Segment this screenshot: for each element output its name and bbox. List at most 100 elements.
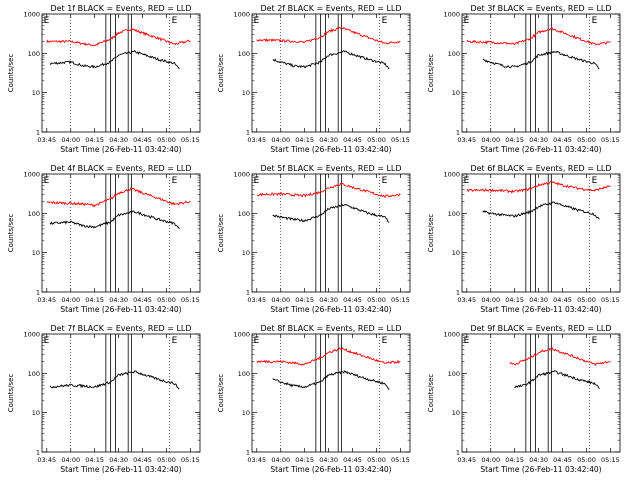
x-axis-label: Start Time (26-Feb-11 03:42:40) — [60, 305, 181, 314]
x-tick-label: 05:00 — [367, 296, 386, 304]
x-tick-label: 05:15 — [391, 296, 410, 304]
x-axis-label: Start Time (26-Feb-11 03:42:40) — [60, 145, 181, 154]
series-line-1 — [466, 180, 611, 194]
x-tick-label: 04:00 — [271, 296, 290, 304]
x-tick-label: 05:15 — [181, 456, 200, 464]
x-tick-label: 03:45 — [457, 296, 476, 304]
y-tick-label: 1 — [246, 289, 250, 297]
annotation-label: E — [254, 336, 260, 346]
series-line-1 — [46, 27, 191, 47]
annotation-label: E — [382, 336, 388, 346]
panel-title: Det 7f BLACK = Events, RED = LLD — [50, 324, 191, 333]
plot-frame — [461, 13, 621, 133]
y-tick-label: 1 — [36, 289, 40, 297]
x-tick-label: 04:00 — [271, 456, 290, 464]
plot-frame — [251, 333, 411, 453]
x-tick-label: 05:00 — [577, 296, 596, 304]
x-tick-label: 05:00 — [157, 456, 176, 464]
y-tick-label: 1000 — [443, 331, 460, 339]
x-tick-label: 04:00 — [481, 296, 500, 304]
y-tick-label: 100 — [28, 210, 40, 218]
y-axis-label: Counts/sec — [427, 54, 435, 93]
y-tick-label: 1000 — [23, 11, 40, 19]
annotation-label: E — [44, 16, 50, 26]
x-tick-label: 04:00 — [61, 456, 80, 464]
x-tick-label: 04:45 — [553, 296, 572, 304]
x-tick-label: 04:45 — [343, 296, 362, 304]
plot-frame — [41, 173, 201, 293]
x-tick-label: 04:00 — [271, 136, 290, 144]
panel-title: Det 9f BLACK = Events, RED = LLD — [470, 324, 611, 333]
y-tick-label: 100 — [28, 50, 40, 58]
panel-title: Det 8f BLACK = Events, RED = LLD — [260, 324, 401, 333]
x-axis-label: Start Time (26-Feb-11 03:42:40) — [480, 465, 601, 474]
panel-9: Det 9f BLACK = Events, RED = LLD Counts/s… — [427, 324, 621, 474]
y-tick-label: 1 — [456, 449, 460, 457]
plot-frame — [41, 333, 201, 453]
x-tick-label: 05:00 — [577, 456, 596, 464]
x-tick-label: 03:45 — [457, 136, 476, 144]
y-tick-label: 10 — [32, 409, 40, 417]
panel-7: Det 7f BLACK = Events, RED = LLD Counts/s… — [7, 324, 201, 474]
x-tick-label: 04:45 — [553, 136, 572, 144]
x-tick-label: 03:45 — [37, 296, 56, 304]
y-tick-label: 1 — [36, 129, 40, 137]
series-line-1 — [256, 347, 401, 366]
panel-title: Det 4f BLACK = Events, RED = LLD — [50, 164, 191, 173]
y-tick-label: 100 — [238, 50, 250, 58]
y-tick-label: 1 — [36, 449, 40, 457]
x-tick-label: 04:30 — [109, 456, 128, 464]
x-tick-label: 05:00 — [367, 136, 386, 144]
annotation-label: E — [592, 336, 598, 346]
panel-title: Det 2f BLACK = Events, RED = LLD — [260, 4, 401, 13]
y-tick-label: 100 — [238, 370, 250, 378]
x-tick-label: 04:30 — [529, 136, 548, 144]
y-axis-label: Counts/sec — [427, 374, 435, 413]
x-tick-label: 05:15 — [181, 136, 200, 144]
x-tick-label: 05:15 — [601, 136, 620, 144]
x-tick-label: 05:00 — [577, 136, 596, 144]
y-tick-label: 1000 — [233, 331, 250, 339]
annotation-label: E — [382, 176, 388, 186]
panel-2: Det 2f BLACK = Events, RED = LLD Counts/s… — [217, 4, 411, 154]
panel-title: Det 3f BLACK = Events, RED = LLD — [470, 4, 611, 13]
series-line-1 — [46, 187, 191, 208]
y-tick-label: 100 — [448, 370, 460, 378]
annotation-label: E — [44, 336, 50, 346]
x-tick-label: 04:45 — [343, 136, 362, 144]
x-tick-label: 04:00 — [481, 456, 500, 464]
x-tick-label: 04:15 — [85, 456, 104, 464]
x-tick-label: 04:15 — [505, 456, 524, 464]
x-tick-label: 04:00 — [481, 136, 500, 144]
x-axis-label: Start Time (26-Feb-11 03:42:40) — [60, 465, 181, 474]
series-line-1 — [509, 347, 611, 367]
x-tick-label: 04:30 — [529, 296, 548, 304]
x-axis-label: Start Time (26-Feb-11 03:42:40) — [270, 305, 391, 314]
series-line-1 — [256, 182, 401, 198]
series-line-1 — [49, 370, 180, 390]
y-tick-label: 100 — [448, 210, 460, 218]
series-line-2 — [49, 210, 180, 230]
panel-6: Det 6f BLACK = Events, RED = LLD Counts/s… — [427, 164, 621, 314]
y-tick-label: 100 — [448, 50, 460, 58]
x-tick-label: 03:45 — [457, 456, 476, 464]
y-tick-label: 100 — [28, 370, 40, 378]
x-tick-label: 04:45 — [133, 136, 152, 144]
y-tick-label: 1 — [456, 129, 460, 137]
y-axis-label: Counts/sec — [217, 214, 225, 253]
y-axis-label: Counts/sec — [7, 54, 15, 93]
series-line-2 — [482, 201, 600, 220]
x-tick-label: 04:15 — [295, 456, 314, 464]
x-axis-label: Start Time (26-Feb-11 03:42:40) — [270, 145, 391, 154]
y-axis-label: Counts/sec — [7, 214, 15, 253]
x-tick-label: 04:00 — [61, 136, 80, 144]
y-tick-label: 10 — [242, 409, 250, 417]
y-tick-label: 100 — [238, 210, 250, 218]
x-tick-label: 04:00 — [61, 296, 80, 304]
annotation-label: E — [464, 336, 470, 346]
annotation-label: E — [464, 16, 470, 26]
x-tick-label: 04:30 — [529, 456, 548, 464]
y-tick-label: 10 — [452, 409, 460, 417]
annotation-label: E — [254, 16, 260, 26]
y-tick-label: 1000 — [23, 331, 40, 339]
